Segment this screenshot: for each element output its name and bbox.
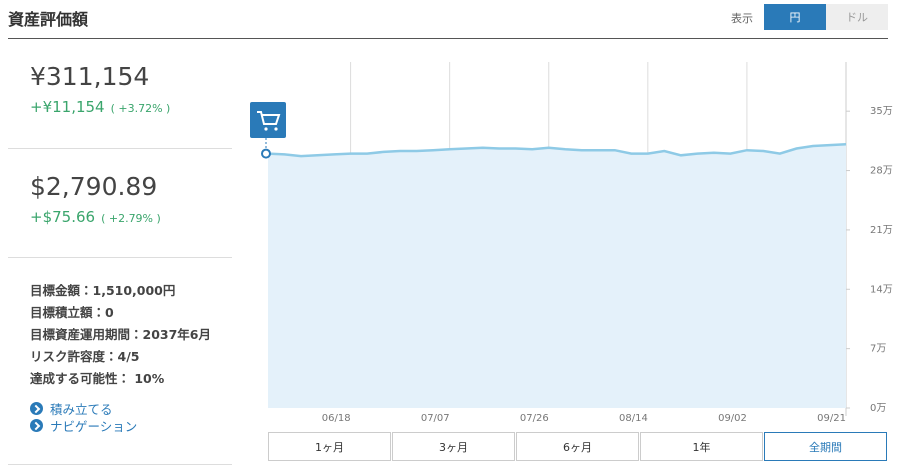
currency-button[interactable]: ドル bbox=[826, 4, 888, 30]
y-tick-label: 7万 bbox=[870, 344, 886, 355]
start-point bbox=[261, 148, 271, 159]
cart-icon bbox=[274, 127, 278, 131]
x-tick-label: 07/07 bbox=[421, 413, 450, 424]
link-text[interactable]: 積み立てる bbox=[50, 402, 113, 417]
y-tick-label: 14万 bbox=[870, 284, 893, 295]
x-tick-label: 06/18 bbox=[322, 413, 351, 424]
change-percent: ( +2.79% ) bbox=[101, 212, 161, 225]
buy-marker[interactable] bbox=[250, 102, 286, 138]
y-tick-label: 28万 bbox=[870, 166, 893, 177]
amount: ¥311,154 bbox=[30, 62, 150, 91]
divider bbox=[8, 257, 232, 258]
link-icon bbox=[30, 402, 43, 415]
change: +¥11,154 ( +3.72% ) bbox=[30, 98, 170, 116]
detail-line: 目標資産運用期間：2037年6月 bbox=[30, 327, 211, 342]
y-tick-label: 0万 bbox=[870, 403, 886, 414]
period-button[interactable]: 3ヶ月 bbox=[392, 432, 515, 461]
x-tick-label: 09/02 bbox=[718, 413, 747, 424]
area bbox=[268, 144, 846, 409]
nav-link[interactable]: ナビゲーション bbox=[30, 416, 137, 435]
y-tick-label: 21万 bbox=[870, 225, 893, 236]
cart-icon bbox=[257, 111, 281, 125]
link-icon bbox=[30, 419, 43, 432]
change-percent: ( +3.72% ) bbox=[110, 102, 171, 115]
x-tick-label: 08/14 bbox=[619, 413, 648, 424]
x-tick-label: 09/21 bbox=[817, 413, 846, 424]
toggle-label: 表示 bbox=[731, 12, 753, 25]
change-amount: +$75.66 bbox=[30, 208, 96, 226]
detail-line: 達成する可能性： 10% bbox=[30, 371, 165, 386]
currency-button[interactable]: 円 bbox=[764, 4, 826, 30]
period-button[interactable]: 1年 bbox=[640, 432, 763, 461]
divider bbox=[8, 38, 888, 39]
period-button[interactable]: 6ヶ月 bbox=[516, 432, 639, 461]
change-amount: +¥11,154 bbox=[30, 98, 105, 116]
nav-link[interactable]: 積み立てる bbox=[30, 399, 113, 418]
x-tick-label: 07/26 bbox=[520, 413, 549, 424]
cart-icon bbox=[264, 127, 268, 131]
change: +$75.66 ( +2.79% ) bbox=[30, 208, 161, 226]
page-title: 資産評価額 bbox=[8, 10, 89, 29]
divider bbox=[8, 464, 232, 465]
detail-line: 目標積立額：0 bbox=[30, 305, 114, 320]
detail-line: 目標金額：1,510,000円 bbox=[30, 283, 176, 298]
y-tick-label: 35万 bbox=[870, 106, 893, 117]
line bbox=[267, 143, 847, 158]
amount: $2,790.89 bbox=[30, 172, 158, 201]
period-button[interactable]: 全期間 bbox=[764, 432, 887, 461]
period-button[interactable]: 1ヶ月 bbox=[268, 432, 391, 461]
divider bbox=[8, 148, 232, 149]
link-text[interactable]: ナビゲーション bbox=[50, 419, 138, 434]
detail-line: リスク許容度：4/5 bbox=[30, 349, 140, 364]
